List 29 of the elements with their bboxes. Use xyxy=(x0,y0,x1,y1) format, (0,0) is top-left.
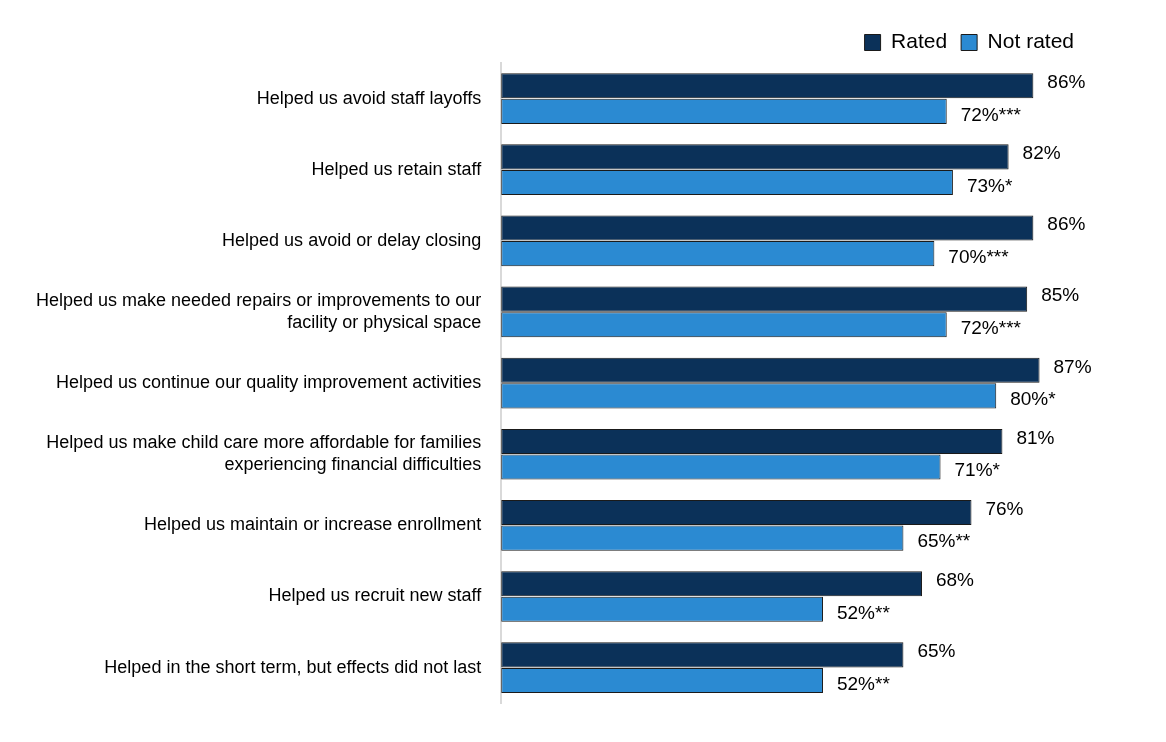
y-tick-label: Helped us maintain or increase enrollment xyxy=(144,514,482,535)
y-tick-label: Helped us make child care more affordable for families experiencing financial difficulties xyxy=(46,432,482,474)
data-label: 82% xyxy=(1022,142,1061,164)
data-label: 68% xyxy=(935,568,975,590)
data-label: 70%*** xyxy=(948,245,1010,267)
data-label: 52%** xyxy=(836,601,891,623)
y-tick-label: Helped us avoid staff layoffs xyxy=(256,87,482,108)
data-label: 85% xyxy=(1041,284,1080,306)
y-tick-label: Helped in the short term, but effects did not last xyxy=(104,656,482,677)
y-tick-label: Helped us recruit new staff xyxy=(268,585,483,606)
data-label: 80%* xyxy=(1010,388,1057,410)
data-label: 87% xyxy=(1053,355,1092,377)
data-label: 71%* xyxy=(954,459,1001,481)
data-label: 76% xyxy=(985,497,1024,519)
y-tick-label: Helped us continue our quality improvement activities xyxy=(56,372,482,393)
legend-label: Rated xyxy=(891,29,948,53)
y-tick-label: Helped us make needed repairs or improvements to our facility or physical space xyxy=(35,290,482,332)
data-label: 86% xyxy=(1047,71,1086,92)
legend-label: Not rated xyxy=(987,29,1075,53)
data-label: 52%** xyxy=(836,672,891,694)
data-label: 65% xyxy=(917,640,956,662)
data-label: 81% xyxy=(1016,426,1055,448)
data-label: 73%* xyxy=(966,174,1013,196)
y-tick-label: Helped us retain staff xyxy=(311,158,483,179)
data-label: 72%*** xyxy=(960,317,1022,339)
y-tick-label: Helped us avoid or delay closing xyxy=(222,229,482,250)
data-label: 86% xyxy=(1047,213,1086,235)
data-label: 72%*** xyxy=(960,103,1022,125)
data-label: 65%** xyxy=(917,530,971,552)
